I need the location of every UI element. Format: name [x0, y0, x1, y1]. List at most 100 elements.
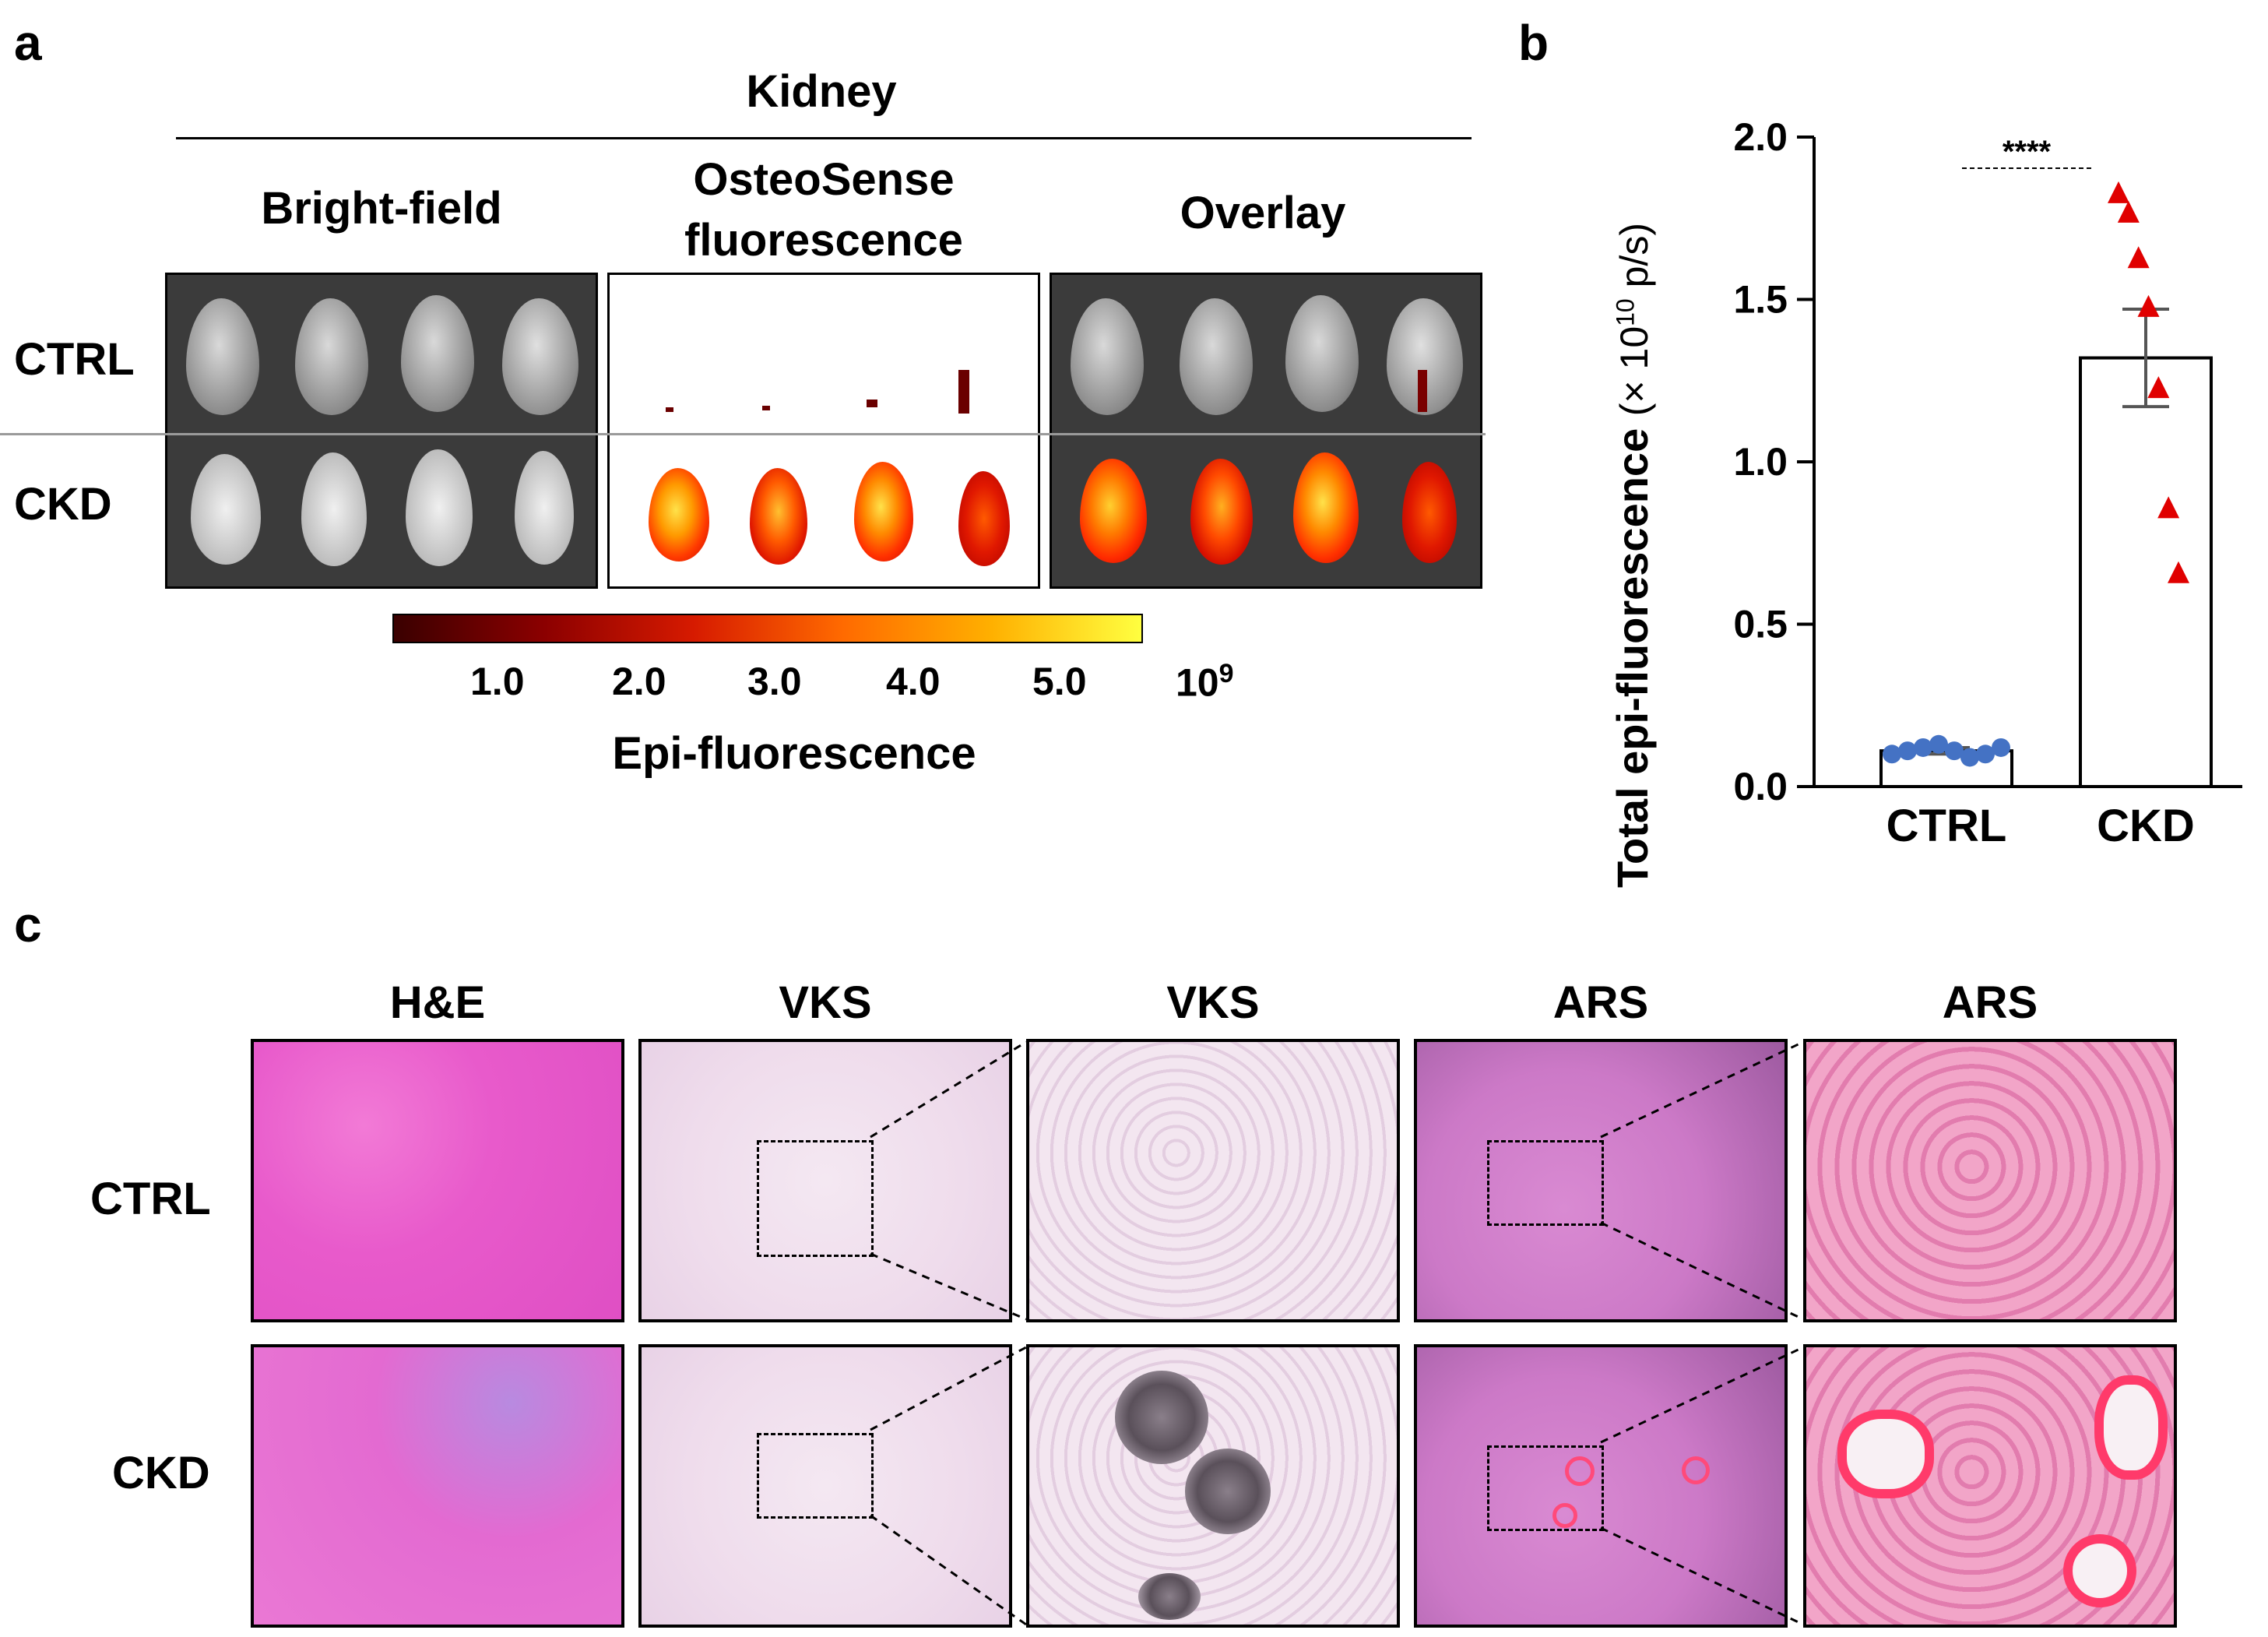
colorbar-tick-1: 1.0 [470, 660, 525, 703]
data-point-ctrl [1914, 738, 1932, 757]
col-header-vks-zoom: VKS [1166, 977, 1260, 1028]
osteosense-image [607, 273, 1040, 589]
fluor-kidney-1 [649, 468, 709, 562]
colorbar-tick-2: 2.0 [612, 660, 666, 703]
y-tick-label: 0.5 [1733, 603, 1788, 646]
data-point-ckd [2108, 181, 2129, 203]
bar-ckd [2079, 356, 2213, 788]
data-point-ctrl [1960, 748, 1979, 767]
calcification-deposit-2 [1185, 1449, 1271, 1534]
ars-ckd-stain-1 [1565, 1456, 1595, 1486]
he-ckd-image [251, 1344, 624, 1628]
kidney-ctrl-4 [502, 298, 578, 415]
overlay-ckd-1 [1080, 459, 1147, 563]
data-point-ctrl [1945, 741, 1964, 761]
signal-streak [958, 370, 969, 414]
title-rule [176, 137, 1472, 139]
row-label-ckd-c: CKD [112, 1448, 210, 1498]
ars-ckd-connector-bottom [1600, 1526, 1804, 1626]
overlay-ctrl-1 [1071, 298, 1144, 415]
overlay-ckd-2 [1190, 459, 1253, 565]
col-header-ars: ARS [1552, 977, 1649, 1028]
col-header-ars-zoom: ARS [1942, 977, 2038, 1028]
vks-ckd-image [638, 1344, 1012, 1628]
vks-ckd-zoom-image [1026, 1344, 1400, 1628]
bright-field-image [165, 273, 598, 589]
row-label-ctrl-a: CTRL [14, 334, 135, 385]
calcification-deposit-3 [1138, 1573, 1201, 1620]
ars-ckd-image [1414, 1344, 1788, 1628]
colorbar-tick-3: 3.0 [747, 660, 802, 703]
vks-ctrl-connector-bottom [870, 1252, 1027, 1321]
panel-a-label: a [14, 15, 42, 71]
kidney-ckd-4 [515, 451, 574, 565]
colorbar-tick-5: 5.0 [1032, 660, 1087, 703]
y-tick-label: 0.0 [1733, 765, 1788, 808]
col-header-vks: VKS [779, 977, 872, 1028]
overlay-ckd-3 [1293, 452, 1359, 563]
vks-ckd-connector-top [870, 1346, 1027, 1431]
kidney-ctrl-3 [401, 295, 474, 412]
colorbar-exponent-base: 10 [1176, 660, 1219, 705]
vks-ckd-connector-bottom [870, 1514, 1027, 1626]
col-header-osteosense: OsteoSense fluorescence [607, 150, 1040, 271]
data-point-ctrl [1976, 745, 1995, 764]
kidney-ctrl-2 [295, 298, 368, 415]
col-header-overlay: Overlay [1180, 188, 1346, 238]
y-tick-label: 1.5 [1733, 278, 1788, 322]
overlay-image [1050, 273, 1482, 589]
data-point-ctrl [1898, 741, 1917, 761]
x-label-ckd: CKD [2097, 801, 2195, 851]
fluor-kidney-3 [854, 462, 913, 562]
data-point-ctrl [1883, 745, 1901, 764]
ars-ckd-stain-2 [1552, 1503, 1577, 1528]
ars-ctrl-connector-bottom [1600, 1221, 1804, 1321]
data-point-ctrl [1929, 734, 1948, 754]
ars-zoom-deposit-3 [2063, 1534, 2136, 1607]
overlay-ckd-4 [1402, 462, 1457, 563]
ars-ctrl-image [1414, 1039, 1788, 1322]
signal-speck-1 [666, 407, 673, 412]
vks-ctrl-connector-top [870, 1040, 1027, 1139]
data-point-ckd [2147, 376, 2170, 399]
ars-ckd-zoom-image [1803, 1344, 2177, 1628]
signal-speck-2 [762, 406, 770, 410]
y-tick-label: 1.0 [1733, 440, 1788, 484]
panel-c-label: c [14, 896, 42, 952]
overlay-streak [1418, 370, 1427, 412]
fluor-kidney-2 [750, 468, 807, 565]
vks-ckd-zoom-box [757, 1433, 874, 1519]
data-point-ckd [2117, 200, 2140, 223]
y-tick-label: 2.0 [1733, 115, 1788, 159]
data-point-ckd [2127, 246, 2150, 269]
overlay-ctrl-3 [1285, 295, 1359, 412]
data-point-ctrl [1992, 738, 2010, 757]
kidney-ctrl-1 [186, 298, 259, 415]
signal-speck-3 [867, 400, 877, 407]
vks-ctrl-image [638, 1039, 1012, 1322]
calcification-deposit-1 [1115, 1371, 1208, 1464]
vks-ctrl-zoom-image [1026, 1039, 1400, 1322]
ars-zoom-deposit-2 [2094, 1375, 2168, 1480]
organ-title: Kidney [746, 66, 897, 117]
colorbar-exponent-power: 9 [1218, 659, 1234, 688]
data-point-ckd [2157, 496, 2180, 519]
col-header-osteosense-line1: OsteoSense [693, 154, 955, 205]
row-label-ctrl-c: CTRL [90, 1174, 211, 1224]
ars-ckd-connector-top [1600, 1346, 1804, 1444]
significance-stars: **** [2003, 135, 2052, 169]
colorbar [392, 614, 1143, 643]
col-header-he: H&E [389, 977, 486, 1028]
data-point-ckd [2168, 561, 2189, 583]
he-ctrl-image [251, 1039, 624, 1322]
row-label-ckd-a: CKD [14, 479, 112, 530]
panel-b-label: b [1518, 15, 1549, 71]
ars-ctrl-connector-top [1600, 1040, 1804, 1139]
ars-ckd-stain-3 [1682, 1456, 1710, 1484]
data-point-ckd [2137, 294, 2160, 317]
ars-ckd-zoom-box [1487, 1445, 1604, 1531]
vks-ctrl-zoom-box [757, 1140, 874, 1257]
colorbar-exponent: 109 [1176, 659, 1234, 706]
kidney-ckd-1 [191, 454, 261, 565]
